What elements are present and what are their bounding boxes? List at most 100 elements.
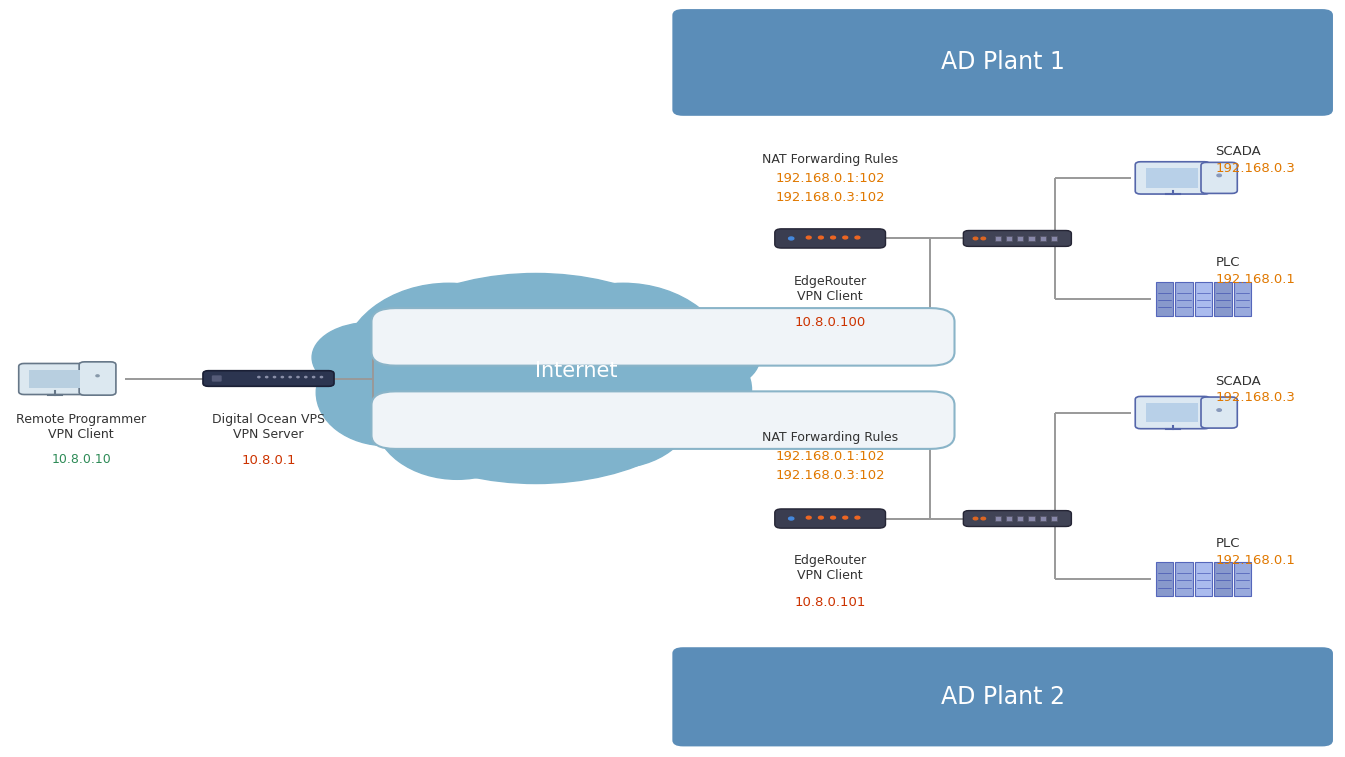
- FancyBboxPatch shape: [1135, 162, 1211, 194]
- FancyBboxPatch shape: [1215, 562, 1232, 596]
- FancyBboxPatch shape: [1146, 169, 1198, 188]
- Text: Internet: Internet: [535, 361, 617, 381]
- Circle shape: [819, 516, 823, 519]
- Circle shape: [258, 376, 260, 378]
- Text: EdgeRouter
VPN Client: EdgeRouter VPN Client: [794, 554, 866, 582]
- Circle shape: [305, 376, 307, 378]
- Text: AD Plant 2: AD Plant 2: [940, 685, 1065, 709]
- FancyBboxPatch shape: [1029, 516, 1034, 521]
- Text: SCADA: SCADA: [1216, 375, 1262, 388]
- FancyBboxPatch shape: [1146, 403, 1198, 422]
- Circle shape: [806, 516, 811, 519]
- FancyBboxPatch shape: [1050, 236, 1057, 241]
- Ellipse shape: [515, 283, 730, 451]
- FancyBboxPatch shape: [672, 647, 1333, 746]
- Circle shape: [265, 376, 268, 378]
- FancyBboxPatch shape: [1194, 282, 1212, 316]
- FancyBboxPatch shape: [79, 362, 116, 395]
- Circle shape: [843, 516, 847, 519]
- Circle shape: [855, 516, 859, 519]
- Circle shape: [273, 376, 276, 378]
- Text: PLC: PLC: [1216, 537, 1240, 550]
- Text: 10.8.0.10: 10.8.0.10: [51, 453, 112, 466]
- Ellipse shape: [619, 339, 752, 440]
- Circle shape: [831, 516, 835, 519]
- Text: NAT Forwarding Rules: NAT Forwarding Rules: [763, 153, 898, 166]
- Circle shape: [819, 236, 823, 239]
- FancyBboxPatch shape: [211, 375, 222, 382]
- FancyBboxPatch shape: [19, 363, 91, 394]
- FancyBboxPatch shape: [1215, 282, 1232, 316]
- Ellipse shape: [535, 350, 694, 468]
- Circle shape: [843, 236, 847, 239]
- Circle shape: [788, 517, 794, 520]
- FancyBboxPatch shape: [1135, 397, 1211, 428]
- FancyBboxPatch shape: [1233, 562, 1251, 596]
- FancyBboxPatch shape: [775, 509, 885, 528]
- Text: NAT Forwarding Rules: NAT Forwarding Rules: [763, 431, 898, 444]
- FancyBboxPatch shape: [963, 230, 1072, 246]
- Text: AD Plant 1: AD Plant 1: [940, 51, 1065, 74]
- Text: 192.168.0.3: 192.168.0.3: [1216, 162, 1295, 175]
- Ellipse shape: [584, 300, 717, 378]
- Text: PLC: PLC: [1216, 256, 1240, 269]
- FancyBboxPatch shape: [995, 236, 1001, 241]
- Text: 10.8.0.101: 10.8.0.101: [795, 596, 866, 609]
- FancyBboxPatch shape: [1050, 516, 1057, 521]
- FancyBboxPatch shape: [1006, 236, 1013, 241]
- FancyBboxPatch shape: [1017, 236, 1024, 241]
- Circle shape: [312, 376, 315, 378]
- Circle shape: [974, 517, 978, 520]
- FancyBboxPatch shape: [1233, 282, 1251, 316]
- FancyBboxPatch shape: [30, 370, 81, 388]
- Circle shape: [281, 376, 284, 378]
- Text: Digital Ocean VPS
VPN Server: Digital Ocean VPS VPN Server: [213, 413, 325, 441]
- FancyBboxPatch shape: [1176, 562, 1193, 596]
- FancyBboxPatch shape: [672, 9, 1333, 116]
- Circle shape: [981, 237, 986, 240]
- Text: Remote Programmer
VPN Client: Remote Programmer VPN Client: [16, 413, 147, 441]
- FancyBboxPatch shape: [1006, 516, 1013, 521]
- Ellipse shape: [644, 322, 760, 392]
- Circle shape: [981, 517, 986, 520]
- Circle shape: [855, 236, 859, 239]
- FancyBboxPatch shape: [1029, 236, 1034, 241]
- Ellipse shape: [316, 339, 457, 446]
- FancyBboxPatch shape: [371, 308, 955, 366]
- Circle shape: [289, 376, 292, 378]
- Ellipse shape: [437, 331, 635, 477]
- FancyBboxPatch shape: [1176, 282, 1193, 316]
- FancyBboxPatch shape: [1040, 516, 1046, 521]
- Circle shape: [1217, 409, 1221, 411]
- FancyBboxPatch shape: [371, 391, 955, 449]
- Text: 192.168.0.3:102: 192.168.0.3:102: [775, 191, 885, 204]
- Text: 192.168.0.3:102: 192.168.0.3:102: [775, 469, 885, 482]
- FancyBboxPatch shape: [1194, 562, 1212, 596]
- Circle shape: [297, 376, 299, 378]
- FancyBboxPatch shape: [775, 229, 885, 248]
- FancyBboxPatch shape: [1017, 516, 1024, 521]
- Text: 10.8.0.100: 10.8.0.100: [795, 316, 866, 329]
- FancyBboxPatch shape: [203, 371, 334, 386]
- Ellipse shape: [464, 300, 608, 378]
- Ellipse shape: [374, 356, 541, 479]
- Circle shape: [831, 236, 835, 239]
- Text: 192.168.0.1:102: 192.168.0.1:102: [775, 172, 885, 185]
- FancyBboxPatch shape: [1201, 162, 1237, 193]
- FancyBboxPatch shape: [1155, 282, 1173, 316]
- Text: 192.168.0.1: 192.168.0.1: [1216, 554, 1295, 567]
- Ellipse shape: [342, 283, 557, 451]
- FancyBboxPatch shape: [995, 516, 1001, 521]
- Text: 192.168.0.1:102: 192.168.0.1:102: [775, 450, 885, 463]
- Text: SCADA: SCADA: [1216, 145, 1262, 158]
- FancyBboxPatch shape: [1201, 397, 1237, 428]
- Circle shape: [974, 237, 978, 240]
- Text: 192.168.0.1: 192.168.0.1: [1216, 273, 1295, 285]
- FancyBboxPatch shape: [1155, 562, 1173, 596]
- FancyBboxPatch shape: [963, 510, 1072, 527]
- Text: EdgeRouter
VPN Client: EdgeRouter VPN Client: [794, 275, 866, 303]
- Circle shape: [1217, 174, 1221, 176]
- Ellipse shape: [355, 300, 488, 378]
- Text: 10.8.0.1: 10.8.0.1: [241, 454, 296, 467]
- Ellipse shape: [354, 273, 718, 484]
